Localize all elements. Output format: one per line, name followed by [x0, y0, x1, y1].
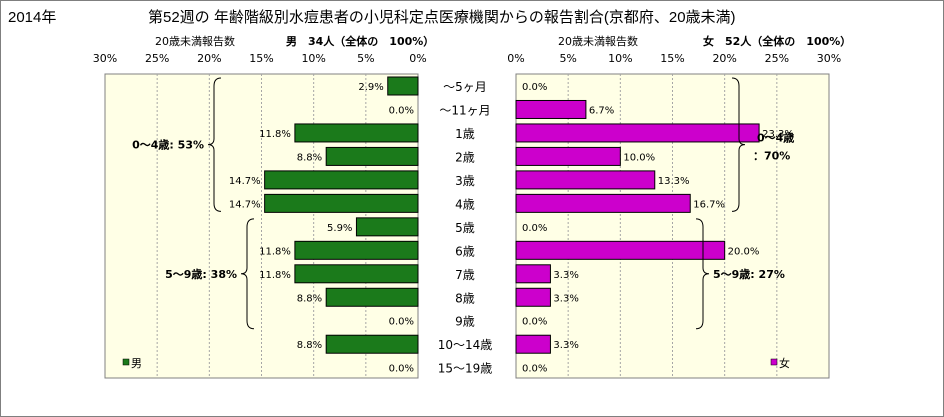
data-label-right: 3.3% — [553, 340, 578, 351]
data-label-right: 13.3% — [658, 176, 690, 187]
category-label: 7歳 — [455, 268, 475, 282]
data-label-left: 11.8% — [259, 129, 291, 140]
tick-label-right: 15% — [660, 52, 684, 65]
category-label: 6歳 — [455, 244, 475, 258]
data-label-left: 2.9% — [358, 82, 383, 93]
tick-label-right: 25% — [765, 52, 789, 65]
tick-label-left: 20% — [197, 52, 221, 65]
category-label: 4歳 — [455, 197, 475, 211]
data-label-right: 23.3% — [762, 129, 794, 140]
tick-label-right: 30% — [817, 52, 841, 65]
legend-swatch-left — [122, 358, 130, 366]
bar-right — [515, 123, 760, 143]
data-label-left: 0.0% — [389, 364, 414, 375]
bar-left — [387, 76, 419, 96]
data-label-right: 20.0% — [728, 246, 760, 257]
category-label: ～11ヶ月 — [439, 103, 490, 117]
tick-label-right: 10% — [608, 52, 632, 65]
data-label-left: 8.8% — [297, 340, 322, 351]
tick-label-left: 15% — [249, 52, 273, 65]
bar-left — [325, 146, 419, 166]
category-label: ～5ヶ月 — [443, 80, 487, 94]
year-label: 2014年 — [8, 9, 56, 26]
group-bracket-left — [207, 77, 222, 212]
group-label-right: ：70% — [753, 150, 790, 163]
tick-label-right: 0% — [507, 52, 524, 65]
bar-right — [515, 287, 551, 307]
tick-label-left: 5% — [357, 52, 374, 65]
data-label-left: 11.8% — [259, 270, 291, 281]
category-label: 15～19歳 — [438, 362, 493, 376]
bar-left — [264, 193, 419, 213]
right-summary: 女 52人（全体の 100%） — [703, 34, 851, 48]
legend-swatch-right — [770, 358, 778, 366]
bar-left — [325, 287, 419, 307]
data-label-left: 14.7% — [229, 176, 261, 187]
group-label-right: 5～9歳: 27% — [713, 267, 785, 281]
category-label: 10～14歳 — [438, 338, 493, 352]
tick-label-left: 0% — [409, 52, 426, 65]
category-label: 8歳 — [455, 291, 475, 305]
data-label-right: 3.3% — [553, 293, 578, 304]
bar-right — [515, 193, 691, 213]
data-label-left: 0.0% — [389, 105, 414, 116]
legend-label-left: 男 — [131, 357, 142, 370]
category-label: 3歳 — [455, 174, 475, 188]
data-label-left: 8.8% — [297, 293, 322, 304]
bar-right — [515, 334, 551, 354]
data-label-right: 10.0% — [623, 152, 655, 163]
data-label-right: 0.0% — [522, 364, 547, 375]
data-label-left: 0.0% — [389, 317, 414, 328]
category-label: 5歳 — [455, 221, 475, 235]
data-label-left: 14.7% — [229, 199, 261, 210]
bar-left — [325, 334, 419, 354]
bar-left — [294, 123, 419, 143]
bar-right — [515, 170, 656, 190]
tick-label-left: 30% — [93, 52, 117, 65]
data-label-right: 0.0% — [522, 82, 547, 93]
category-label: 2歳 — [455, 150, 475, 164]
data-label-left: 5.9% — [327, 223, 352, 234]
bar-left — [294, 240, 419, 260]
legend-label-right: 女 — [779, 356, 790, 370]
category-label: 1歳 — [455, 127, 475, 141]
group-bracket-right — [731, 77, 746, 212]
bar-left — [264, 170, 419, 190]
data-label-right: 0.0% — [522, 317, 547, 328]
group-label-left: 5～9歳: 38% — [165, 267, 237, 281]
left-summary: 男 34人（全体の 100%） — [286, 34, 434, 48]
left-axis-caption: 20歳未満報告数 — [155, 35, 235, 48]
bar-left — [355, 217, 419, 237]
chart-title: 第52週の 年齢階級別水痘患者の小児科定点医療機関からの報告割合(京都府、20歳… — [148, 8, 736, 26]
bar-right — [515, 146, 621, 166]
group-label-left: 0～4歳: 53% — [132, 138, 204, 152]
data-label-right: 3.3% — [553, 270, 578, 281]
tick-label-right: 20% — [712, 52, 736, 65]
data-label-right: 6.7% — [589, 105, 614, 116]
tick-label-left: 10% — [301, 52, 325, 65]
bar-right — [515, 99, 587, 119]
group-bracket-left — [240, 218, 255, 330]
group-bracket-right — [695, 218, 710, 330]
data-label-left: 11.8% — [259, 246, 291, 257]
bar-right — [515, 240, 726, 260]
bar-left — [294, 264, 419, 284]
data-label-left: 8.8% — [297, 152, 322, 163]
tick-label-right: 5% — [559, 52, 576, 65]
group-label-right: 0～4歳 — [757, 131, 794, 145]
right-axis-caption: 20歳未満報告数 — [558, 35, 638, 48]
data-label-right: 0.0% — [522, 223, 547, 234]
tick-label-left: 25% — [145, 52, 169, 65]
bar-right — [515, 264, 551, 284]
data-label-right: 16.7% — [693, 199, 725, 210]
category-label: 9歳 — [455, 315, 475, 329]
